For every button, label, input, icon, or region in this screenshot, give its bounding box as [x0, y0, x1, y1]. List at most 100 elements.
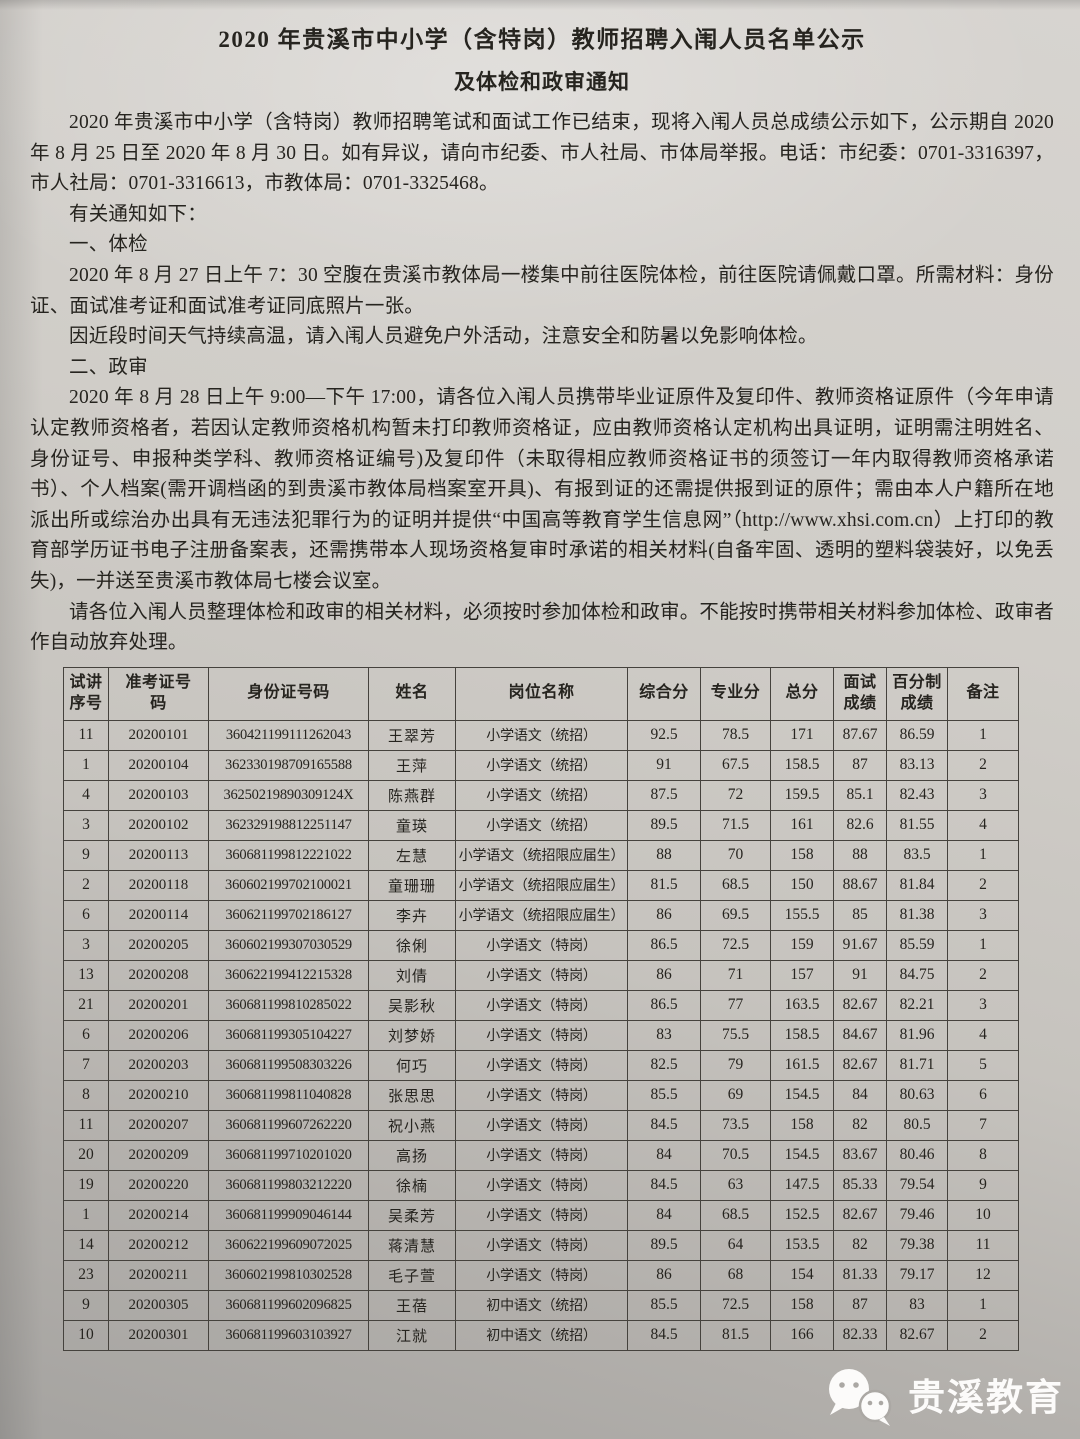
table-cell: 徐楠	[368, 1169, 456, 1201]
table-cell: 360681199603103927	[208, 1319, 369, 1351]
table-row: 21 20200201 360681199810285022 吴影秋 小学语文（特岗） 8…	[63, 989, 1019, 1021]
table-cell: 360681199810285022	[208, 989, 369, 1021]
table-cell: 85	[833, 899, 887, 931]
table-cell: 84.5	[627, 1169, 701, 1201]
column-header: 身份证号码	[208, 666, 369, 721]
table-cell: 85.1	[833, 779, 887, 811]
table-cell: 小学语文（统招）	[455, 779, 628, 811]
table-cell: 20200118	[108, 869, 209, 901]
table-cell: 9	[63, 1289, 109, 1321]
column-header: 面试 成绩	[833, 666, 887, 721]
table-row: 10 20200301 360681199603103927 江就 初中语文（统招） 84…	[63, 1319, 1019, 1351]
table-row: 8 20200210 360681199811040828 张思思 小学语文（特岗） 85…	[63, 1079, 1019, 1111]
table-cell: 360621199702186127	[208, 899, 369, 931]
table-cell: 20200101	[108, 719, 209, 751]
table-row: 6 20200206 360681199305104227 刘梦娇 小学语文（特岗） 83…	[63, 1019, 1019, 1051]
table-cell: 12	[947, 1259, 1019, 1291]
table-cell: 360681199811040828	[208, 1079, 369, 1111]
table-row: 7 20200203 360681199508303226 何巧 小学语文（特岗） 82.…	[63, 1049, 1019, 1081]
table-row: 3 20200205 360602199307030529 徐俐 小学语文（特岗） 86.…	[63, 929, 1019, 961]
table-cell: 83.5	[886, 839, 948, 871]
table-cell: 4	[947, 809, 1019, 841]
notice-title-line2: 及体检和政审通知	[454, 70, 630, 94]
table-cell: 80.63	[886, 1079, 948, 1111]
table-cell: 11	[63, 1109, 109, 1141]
table-cell: 80.5	[886, 1109, 948, 1141]
table-cell: 小学语文（特岗）	[455, 1019, 628, 1051]
table-cell: 360681199508303226	[208, 1049, 369, 1081]
table-cell: 1	[947, 929, 1019, 961]
table-cell: 70	[700, 839, 771, 871]
table-cell: 73.5	[700, 1109, 771, 1141]
table-cell: 79.46	[886, 1199, 948, 1231]
table-cell: 158	[770, 839, 834, 871]
table-cell: 祝小燕	[368, 1109, 456, 1141]
table-cell: 91	[833, 959, 887, 991]
table-cell: 82.67	[833, 1049, 887, 1081]
table-cell: 2	[947, 1319, 1019, 1351]
table-cell: 3	[63, 929, 109, 961]
table-cell: 张思思	[368, 1079, 456, 1111]
table-cell: 84.67	[833, 1019, 887, 1051]
table-cell: 2	[947, 959, 1019, 991]
table-row: 19 20200220 360681199803212220 徐楠 小学语文（特岗） 84…	[63, 1169, 1019, 1201]
table-cell: 2	[63, 869, 109, 901]
table-cell: 小学语文（统招限应届生）	[455, 839, 628, 871]
table-cell: 20200207	[108, 1109, 209, 1141]
table-cell: 80.46	[886, 1139, 948, 1171]
table-cell: 6	[63, 899, 109, 931]
table-cell: 20200209	[108, 1139, 209, 1171]
table-cell: 78.5	[700, 719, 771, 751]
table-cell: 20200103	[108, 779, 209, 811]
table-cell: 李卉	[368, 899, 456, 931]
table-cell: 王翠芳	[368, 719, 456, 751]
table-cell: 69.5	[700, 899, 771, 931]
table-cell: 10	[947, 1199, 1019, 1231]
table-cell: 36250219890309124X	[208, 779, 369, 811]
table-row: 11 20200101 360421199111262043 王翠芳 小学语文（统招） 9…	[63, 719, 1019, 751]
table-cell: 1	[947, 839, 1019, 871]
table-cell: 81.96	[886, 1019, 948, 1051]
table-cell: 刘倩	[368, 959, 456, 991]
table-cell: 69	[700, 1079, 771, 1111]
table-cell: 20200305	[108, 1289, 209, 1321]
table-cell: 79.17	[886, 1259, 948, 1291]
table-cell: 83	[627, 1019, 701, 1051]
table-cell: 86	[627, 899, 701, 931]
table-cell: 小学语文（特岗）	[455, 929, 628, 961]
table-cell: 82.67	[833, 989, 887, 1021]
table-cell: 小学语文（统招）	[455, 809, 628, 841]
table-cell: 158	[770, 1289, 834, 1321]
table-cell: 159	[770, 929, 834, 961]
table-cell: 87	[833, 1289, 887, 1321]
table-cell: 8	[947, 1139, 1019, 1171]
table-cell: 2	[947, 869, 1019, 901]
table-cell: 5	[947, 1049, 1019, 1081]
table-cell: 82	[833, 1229, 887, 1261]
wechat-watermark: 贵溪教育	[822, 1365, 1064, 1429]
table-cell: 20200214	[108, 1199, 209, 1231]
column-header: 准考证号 码	[108, 666, 209, 721]
notice-paragraph: 请各位入闱人员整理体检和政审的相关材料，必须按时参加体检和政审。不能按时携带相关…	[30, 601, 1055, 654]
table-cell: 75.5	[700, 1019, 771, 1051]
table-cell: 360622199412215328	[208, 959, 369, 991]
table-cell: 154.5	[770, 1139, 834, 1171]
table-cell: 小学语文（特岗）	[455, 1259, 628, 1291]
table-cell: 85.59	[886, 929, 948, 961]
table-cell: 20200301	[108, 1319, 209, 1351]
table-cell: 初中语文（统招）	[455, 1319, 628, 1351]
table-cell: 1	[63, 749, 109, 781]
table-cell: 360622199609072025	[208, 1229, 369, 1261]
table-row: 9 20200113 360681199812221022 左慧 小学语文（统招限应届生…	[63, 839, 1019, 871]
table-cell: 79.38	[886, 1229, 948, 1261]
table-cell: 20200212	[108, 1229, 209, 1261]
table-cell: 7	[63, 1049, 109, 1081]
table-cell: 小学语文（特岗）	[455, 1229, 628, 1261]
table-row: 2 20200118 360602199702100021 童珊珊 小学语文（统招限应届…	[63, 869, 1019, 901]
table-cell: 159.5	[770, 779, 834, 811]
table-cell: 11	[63, 719, 109, 751]
column-header: 专业分	[700, 666, 771, 721]
table-cell: 小学语文（统招）	[455, 719, 628, 751]
table-cell: 92.5	[627, 719, 701, 751]
table-cell: 小学语文（统招限应届生）	[455, 899, 628, 931]
